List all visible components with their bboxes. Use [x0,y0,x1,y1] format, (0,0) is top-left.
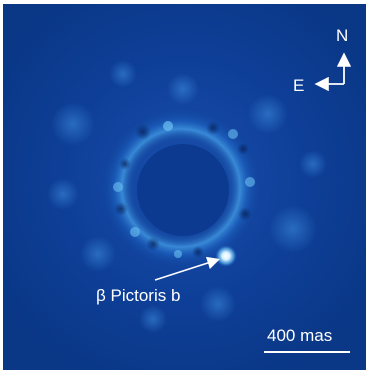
ring-structure [113,121,255,258]
object-label: β Pictoris b [96,286,181,305]
compass-icon [314,52,352,92]
astronomical-image: N E β Pictoris b 400 mas [3,4,366,370]
planet-pointer-arrow [154,256,221,281]
planet-glow [215,245,237,267]
scale-bar-label: 400 mas [267,326,333,345]
image-field [3,4,366,370]
speckle-noise [47,60,327,333]
coronagraph-mask [137,144,229,236]
scale-bar [264,351,350,353]
north-label: N [336,26,349,45]
east-label: E [293,76,305,95]
